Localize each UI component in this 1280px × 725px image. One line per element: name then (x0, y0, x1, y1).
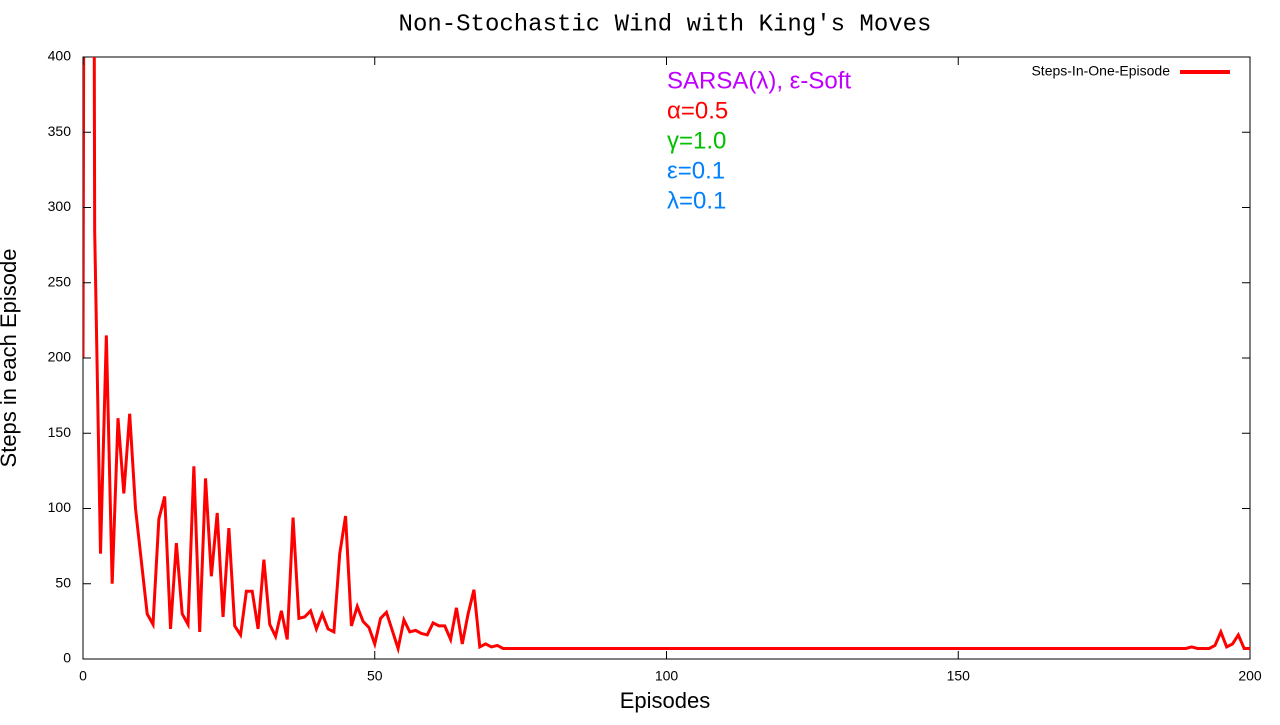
chart-title: Non-Stochastic Wind with King's Moves (399, 11, 932, 38)
plot-area (83, 57, 1250, 655)
y-tick-label: 200 (48, 349, 72, 365)
legend-label: Steps-In-One-Episode (1031, 63, 1170, 79)
x-axis-label: Episodes (620, 688, 711, 713)
annotation: α=0.5 (667, 97, 728, 124)
annotation: γ=1.0 (667, 127, 726, 154)
annotation: λ=0.1 (667, 187, 726, 214)
y-tick-label: 400 (48, 48, 72, 64)
annotation: ε=0.1 (667, 157, 725, 184)
x-tick-label: 0 (79, 668, 87, 684)
y-tick-label: 250 (48, 273, 72, 289)
x-tick-label: 150 (947, 668, 971, 684)
y-tick-label: 150 (48, 424, 72, 440)
y-tick-label: 350 (48, 123, 72, 139)
y-tick-label: 50 (55, 574, 71, 590)
annotation: SARSA(λ), ε-Soft (667, 67, 851, 94)
data-line (83, 57, 1250, 655)
y-axis-label: Steps in each Episode (0, 249, 21, 468)
x-tick-label: 50 (367, 668, 383, 684)
x-tick-label: 100 (655, 668, 679, 684)
y-tick-label: 0 (63, 650, 71, 666)
y-tick-label: 300 (48, 198, 72, 214)
y-tick-label: 100 (48, 499, 72, 515)
x-tick-label: 200 (1238, 668, 1262, 684)
